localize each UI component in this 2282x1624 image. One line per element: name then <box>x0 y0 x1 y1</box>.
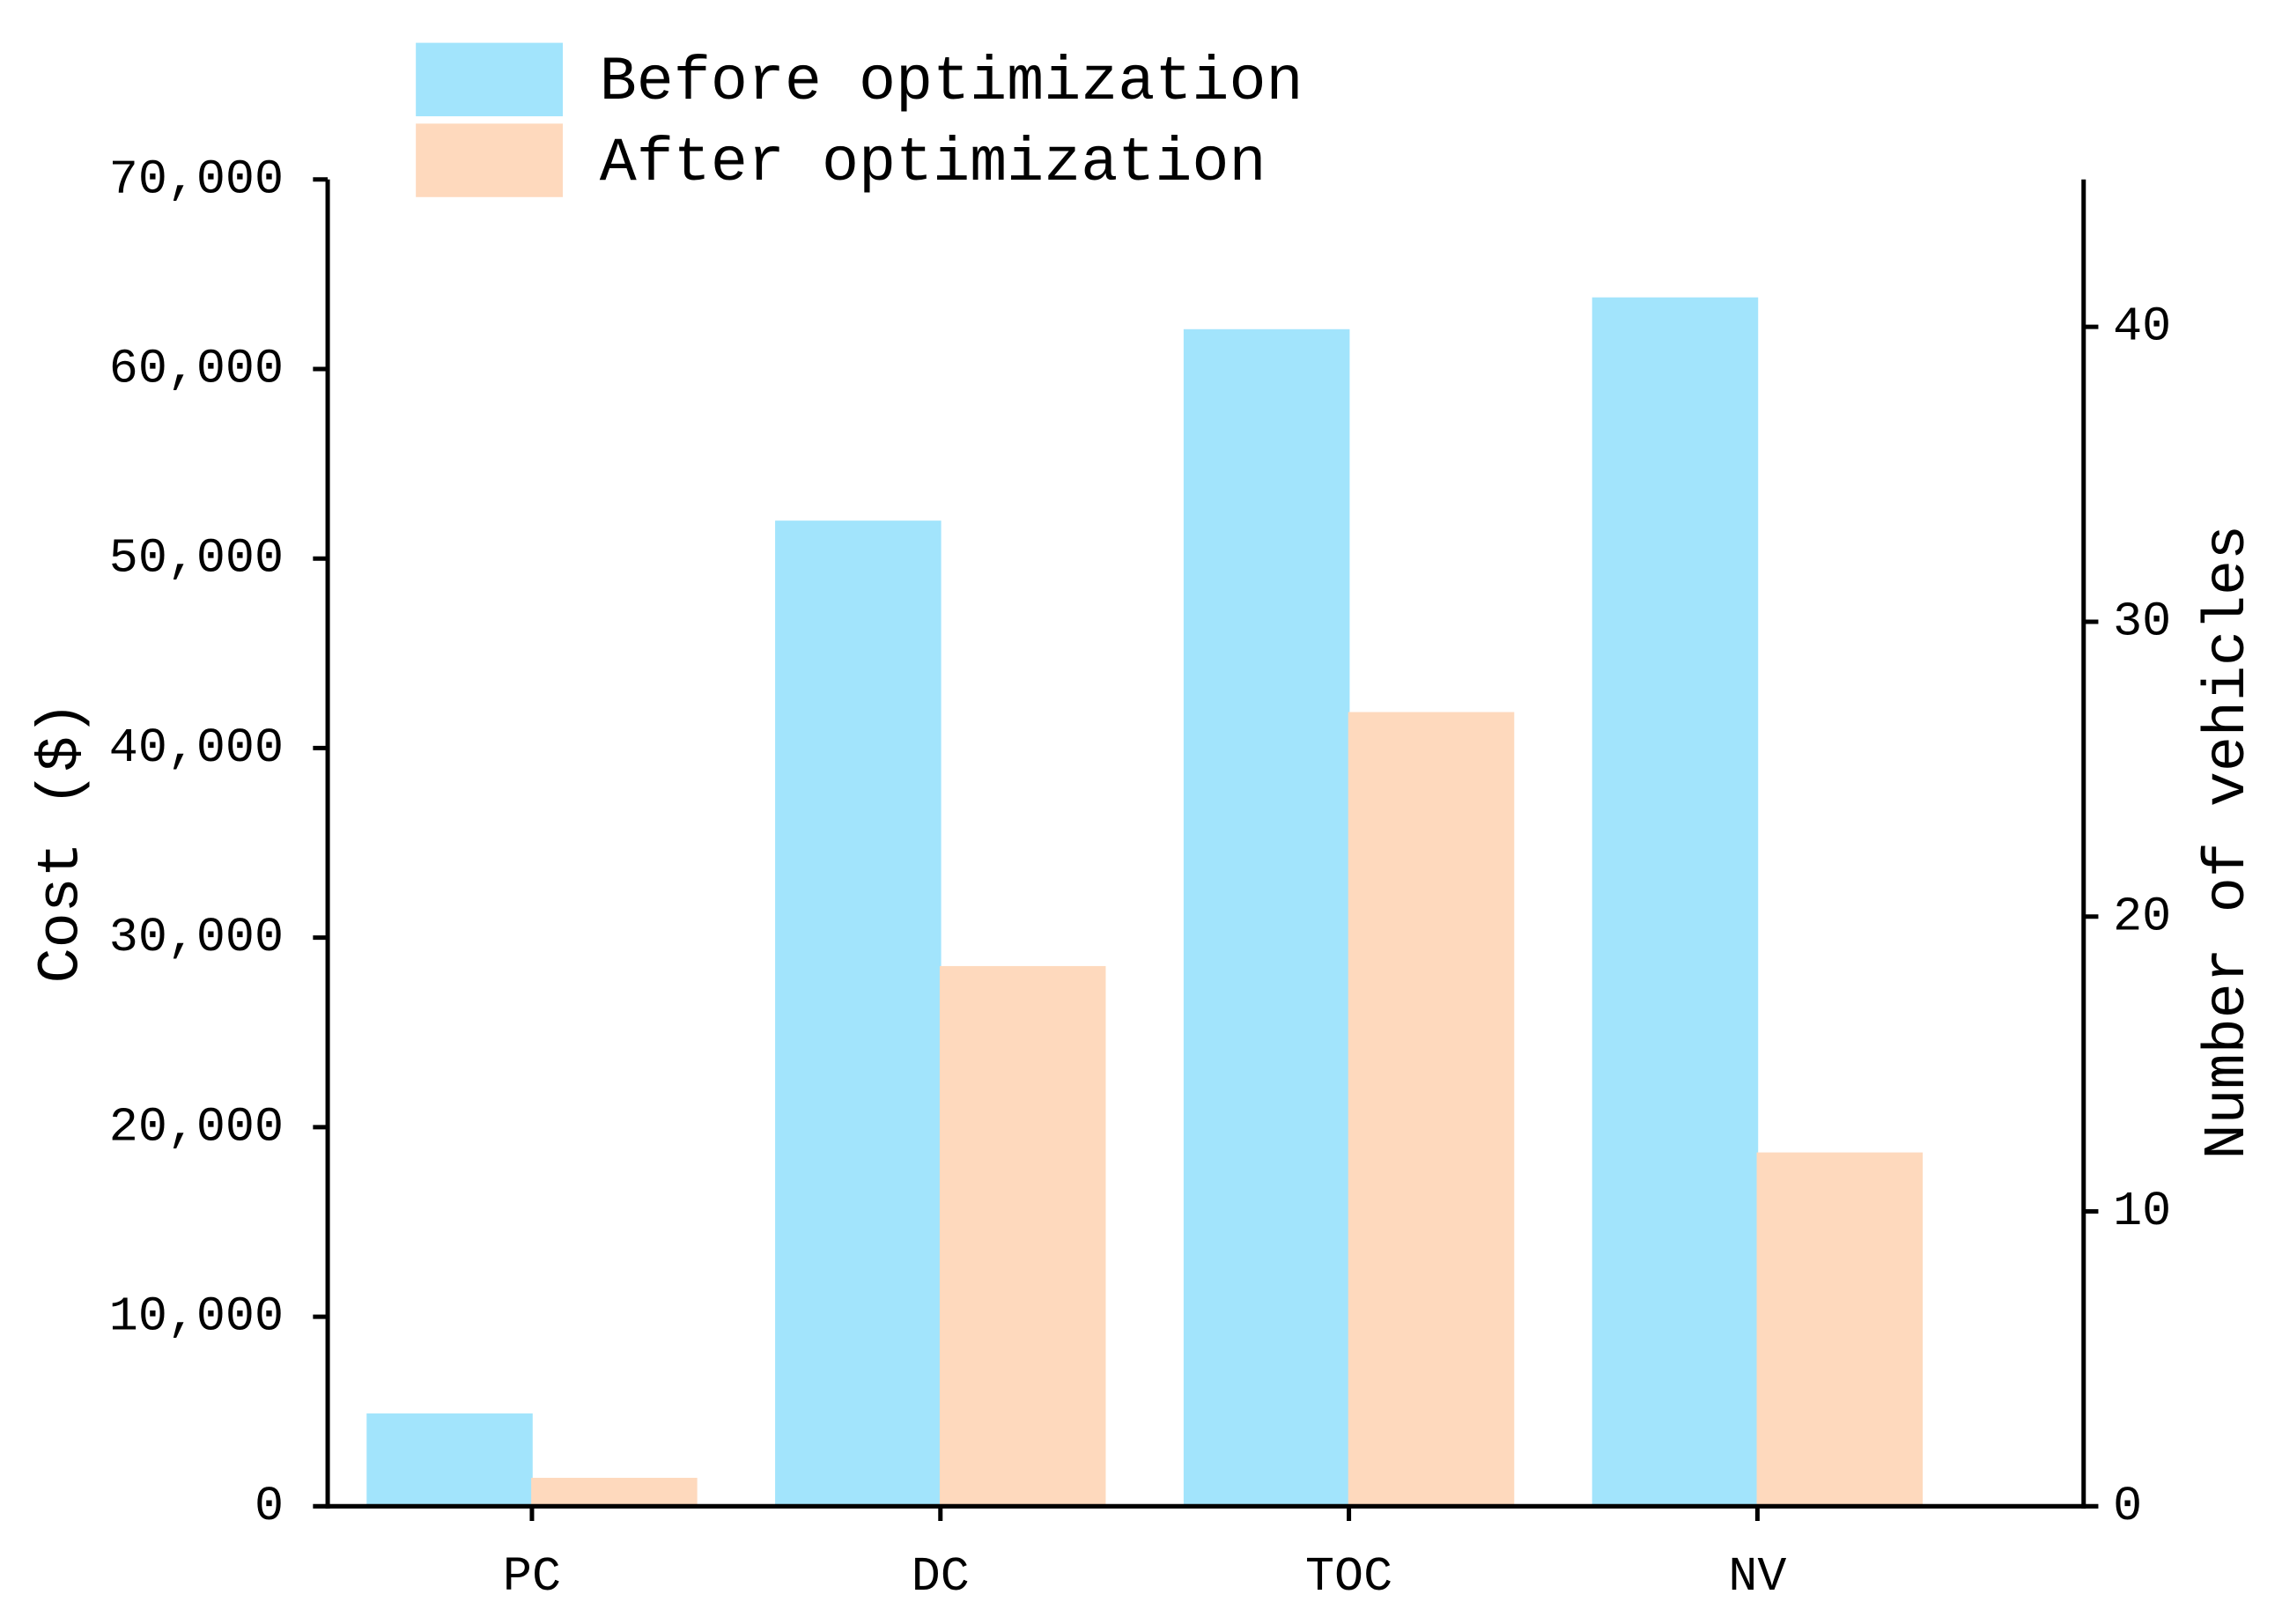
y-tick-label: 10,000 <box>109 1289 284 1345</box>
bar <box>939 965 1106 1507</box>
bar <box>1348 712 1515 1507</box>
x-tick-label: TOC <box>1305 1549 1392 1605</box>
bar <box>1183 328 1350 1507</box>
y-tick-label: 20,000 <box>109 1099 284 1155</box>
x-tick-label: NV <box>1728 1549 1786 1605</box>
y-tick-label: 40,000 <box>109 720 284 776</box>
legend-swatch <box>416 123 563 197</box>
y-tick-label: 0 <box>255 1479 284 1534</box>
legend-swatch <box>416 42 563 117</box>
x-tick-label: PC <box>503 1549 561 1605</box>
y-tick-label: 30,000 <box>109 910 284 965</box>
legend-label: After optimization <box>600 129 1267 199</box>
bar <box>775 520 942 1507</box>
y2-tick-label: 40 <box>2113 299 2171 355</box>
y2-axis-label: Number of vehicles <box>2195 525 2262 1160</box>
legend-label: Before optimization <box>600 48 1303 118</box>
y2-tick-label: 10 <box>2113 1184 2171 1239</box>
y2-tick-label: 20 <box>2113 889 2171 944</box>
bar <box>1591 297 1759 1507</box>
y2-tick-label: 30 <box>2113 594 2171 649</box>
y-tick-label: 60,000 <box>109 342 284 397</box>
y-tick-label: 70,000 <box>109 151 284 207</box>
bar <box>366 1413 533 1507</box>
x-tick-label: DC <box>912 1549 970 1605</box>
y2-tick-label: 0 <box>2113 1479 2142 1534</box>
bar <box>1756 1152 1924 1507</box>
y-tick-label: 50,000 <box>109 531 284 587</box>
y-axis-label: Cost ($) <box>29 701 96 983</box>
bar <box>531 1478 698 1507</box>
